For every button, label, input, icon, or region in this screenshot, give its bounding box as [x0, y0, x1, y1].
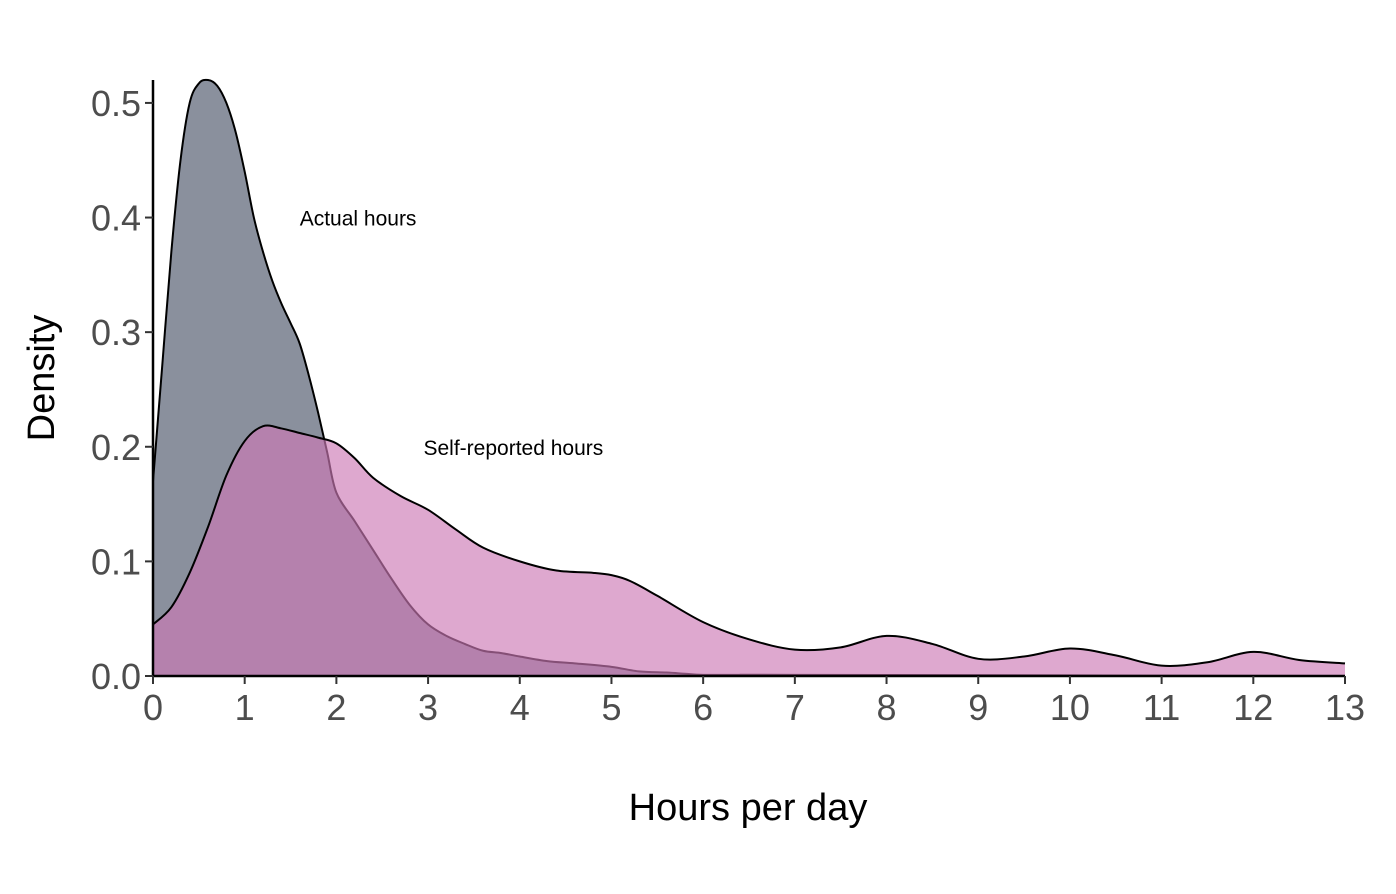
x-tick-label: 5: [601, 687, 621, 728]
x-tick-label: 6: [693, 687, 713, 728]
x-tick-label: 3: [418, 687, 438, 728]
y-tick-label: 0.5: [91, 83, 141, 124]
density-areas: [152, 78, 1346, 677]
annotations: Actual hours Self-reported hours: [300, 208, 604, 460]
y-axis-ticks: 0.0 0.1 0.2 0.3 0.4 0.5: [91, 83, 153, 697]
x-tick-label: 11: [1143, 687, 1180, 728]
x-tick-label: 8: [877, 687, 897, 728]
y-tick-label: 0.4: [91, 198, 141, 239]
x-tick-label: 7: [785, 687, 805, 728]
y-tick-label: 0.0: [91, 656, 141, 697]
x-tick-label: 13: [1325, 687, 1365, 728]
x-tick-label: 1: [235, 687, 255, 728]
annotation-label: Self-reported hours: [423, 437, 603, 460]
x-tick-label: 12: [1233, 687, 1273, 728]
y-tick-label: 0.2: [91, 427, 141, 468]
annotation-label: Actual hours: [300, 208, 417, 231]
x-axis-title: Hours per day: [629, 787, 868, 829]
x-tick-label: 0: [143, 687, 163, 728]
density-line-2: [152, 424, 1346, 667]
x-tick-label: 4: [510, 687, 530, 728]
y-tick-label: 0.1: [91, 541, 141, 582]
x-tick-label: 9: [968, 687, 988, 728]
y-axis-title: Density: [21, 315, 63, 442]
y-tick-label: 0.3: [91, 312, 141, 353]
x-tick-label: 2: [326, 687, 346, 728]
density-area-2: [153, 425, 1345, 676]
x-axis-ticks: 0 1 2 3 4 5 6 7 8 9 10 11 12 13: [143, 676, 1365, 728]
x-tick-label: 10: [1050, 687, 1090, 728]
